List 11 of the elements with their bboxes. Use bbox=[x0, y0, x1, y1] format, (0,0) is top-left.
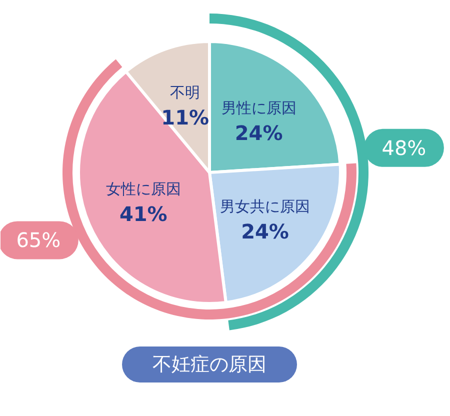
data-label: 11% bbox=[161, 106, 210, 130]
slice-label: 不明 bbox=[170, 84, 200, 102]
slice-label: 女性に原因 bbox=[106, 180, 181, 198]
text: 不妊症の原因 bbox=[152, 354, 266, 376]
data-label: 24% bbox=[241, 219, 289, 244]
data-label: 48% bbox=[382, 136, 426, 160]
slice-label: 男女共に原因 bbox=[220, 197, 310, 216]
data-label: 24% bbox=[234, 120, 283, 145]
data-label: 41% bbox=[119, 202, 168, 226]
slice-label: 男性に原因 bbox=[221, 98, 296, 117]
data-label: 65% bbox=[16, 228, 61, 252]
